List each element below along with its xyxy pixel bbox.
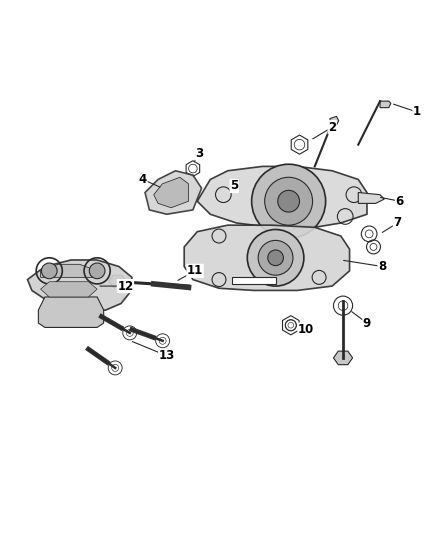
Circle shape: [61, 298, 77, 313]
Polygon shape: [380, 101, 391, 108]
Polygon shape: [358, 192, 385, 204]
Text: 10: 10: [298, 323, 314, 336]
Polygon shape: [41, 264, 97, 277]
Circle shape: [268, 250, 283, 265]
Text: 12: 12: [117, 280, 134, 293]
Text: 9: 9: [363, 317, 371, 329]
Circle shape: [278, 190, 300, 212]
Polygon shape: [41, 282, 97, 297]
Text: 1: 1: [413, 106, 421, 118]
Polygon shape: [197, 166, 367, 228]
Text: 11: 11: [187, 264, 203, 277]
Text: 7: 7: [393, 216, 402, 230]
Polygon shape: [145, 171, 201, 214]
Polygon shape: [28, 260, 132, 312]
Polygon shape: [330, 116, 339, 125]
Text: 8: 8: [378, 260, 386, 273]
Text: 13: 13: [159, 349, 175, 362]
Text: 4: 4: [139, 173, 147, 186]
Text: 5: 5: [230, 180, 238, 192]
Circle shape: [252, 164, 325, 238]
Circle shape: [89, 263, 105, 279]
Text: 2: 2: [328, 121, 336, 134]
Circle shape: [265, 177, 313, 225]
Text: 3: 3: [195, 147, 204, 160]
Polygon shape: [232, 277, 276, 284]
Circle shape: [42, 263, 57, 279]
Polygon shape: [333, 351, 353, 365]
Polygon shape: [39, 297, 104, 327]
Text: 6: 6: [396, 195, 404, 208]
Circle shape: [258, 240, 293, 275]
Polygon shape: [154, 177, 188, 208]
Polygon shape: [184, 225, 350, 290]
Polygon shape: [109, 275, 126, 287]
Circle shape: [247, 230, 304, 286]
